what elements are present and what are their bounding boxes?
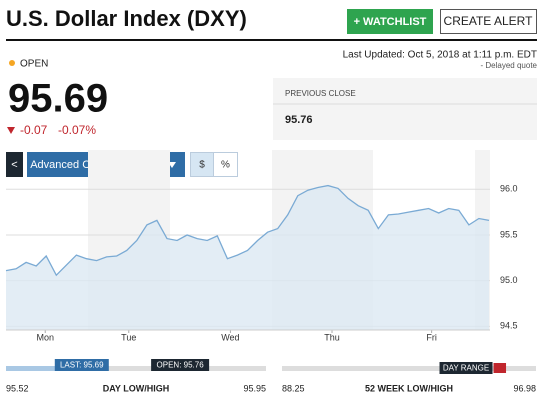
watchlist-label[interactable]: + WATCHLIST xyxy=(354,16,427,28)
divider xyxy=(6,39,537,41)
day-range-box xyxy=(439,362,493,374)
percent-label[interactable]: % xyxy=(221,160,230,171)
open-box xyxy=(151,359,210,371)
watchlist-button[interactable] xyxy=(347,9,433,34)
range-low: 95.52 xyxy=(6,383,29,393)
prev-close-label: PREVIOUS CLOSE xyxy=(285,89,356,98)
range-track xyxy=(282,366,536,371)
percent-button[interactable] xyxy=(213,152,238,177)
range-label: 52 WEEK LOW/HIGH xyxy=(365,383,453,393)
alert-label[interactable]: CREATE ALERT xyxy=(444,14,534,28)
ranges: 95.52 95.95 DAY LOW/HIGH LAST: 95.69 OPEN: 9… xyxy=(6,359,536,393)
x-tick-label: Fri xyxy=(426,332,437,342)
y-tick-label: 94.5 xyxy=(500,321,518,331)
prev-close-box xyxy=(273,78,537,140)
last-label: LAST: 95.69 xyxy=(60,361,104,370)
x-tick-label: Thu xyxy=(324,332,340,342)
last-box xyxy=(54,359,109,371)
chart: 94.5 95.0 95.5 96.0 Mon Tue Wed Thu Fri xyxy=(5,184,518,342)
range-label: DAY LOW/HIGH xyxy=(103,383,170,393)
line xyxy=(5,184,490,277)
open-label: OPEN: 95.76 xyxy=(157,361,205,370)
price: 95.69 xyxy=(8,77,108,121)
title: U.S. Dollar Index (DXY) xyxy=(6,6,247,31)
day-range-marker xyxy=(493,363,507,373)
change-pct: -0.07% xyxy=(58,123,96,137)
x-tick-label: Tue xyxy=(121,332,136,342)
prev-close-value: 95.76 xyxy=(285,114,313,126)
last-updated: Last Updated: Oct 5, 2018 at 1:11 p.m. E… xyxy=(343,50,537,61)
sun-icon xyxy=(9,60,15,66)
y-tick-label: 95.5 xyxy=(500,229,518,239)
x-tick-label: Wed xyxy=(221,332,239,342)
alert-button[interactable] xyxy=(440,9,537,34)
range-high: 96.98 xyxy=(513,383,536,393)
open-status: OPEN xyxy=(20,59,48,70)
y-tick-label: 96.0 xyxy=(500,184,518,194)
down-arrow xyxy=(7,127,15,134)
x-tick-label: Mon xyxy=(36,332,54,342)
area xyxy=(6,185,489,330)
y-tick-label: 95.0 xyxy=(500,275,518,285)
change: -0.07 xyxy=(20,123,48,137)
dollar-label[interactable]: $ xyxy=(199,160,205,171)
back-button[interactable] xyxy=(6,152,23,177)
range-high: 95.95 xyxy=(243,383,266,393)
back-label[interactable]: < xyxy=(11,159,17,171)
range-track xyxy=(6,366,266,371)
range-low: 88.25 xyxy=(282,383,305,393)
delayed: - Delayed quote xyxy=(481,61,538,70)
day-range-label: DAY RANGE xyxy=(443,364,489,373)
